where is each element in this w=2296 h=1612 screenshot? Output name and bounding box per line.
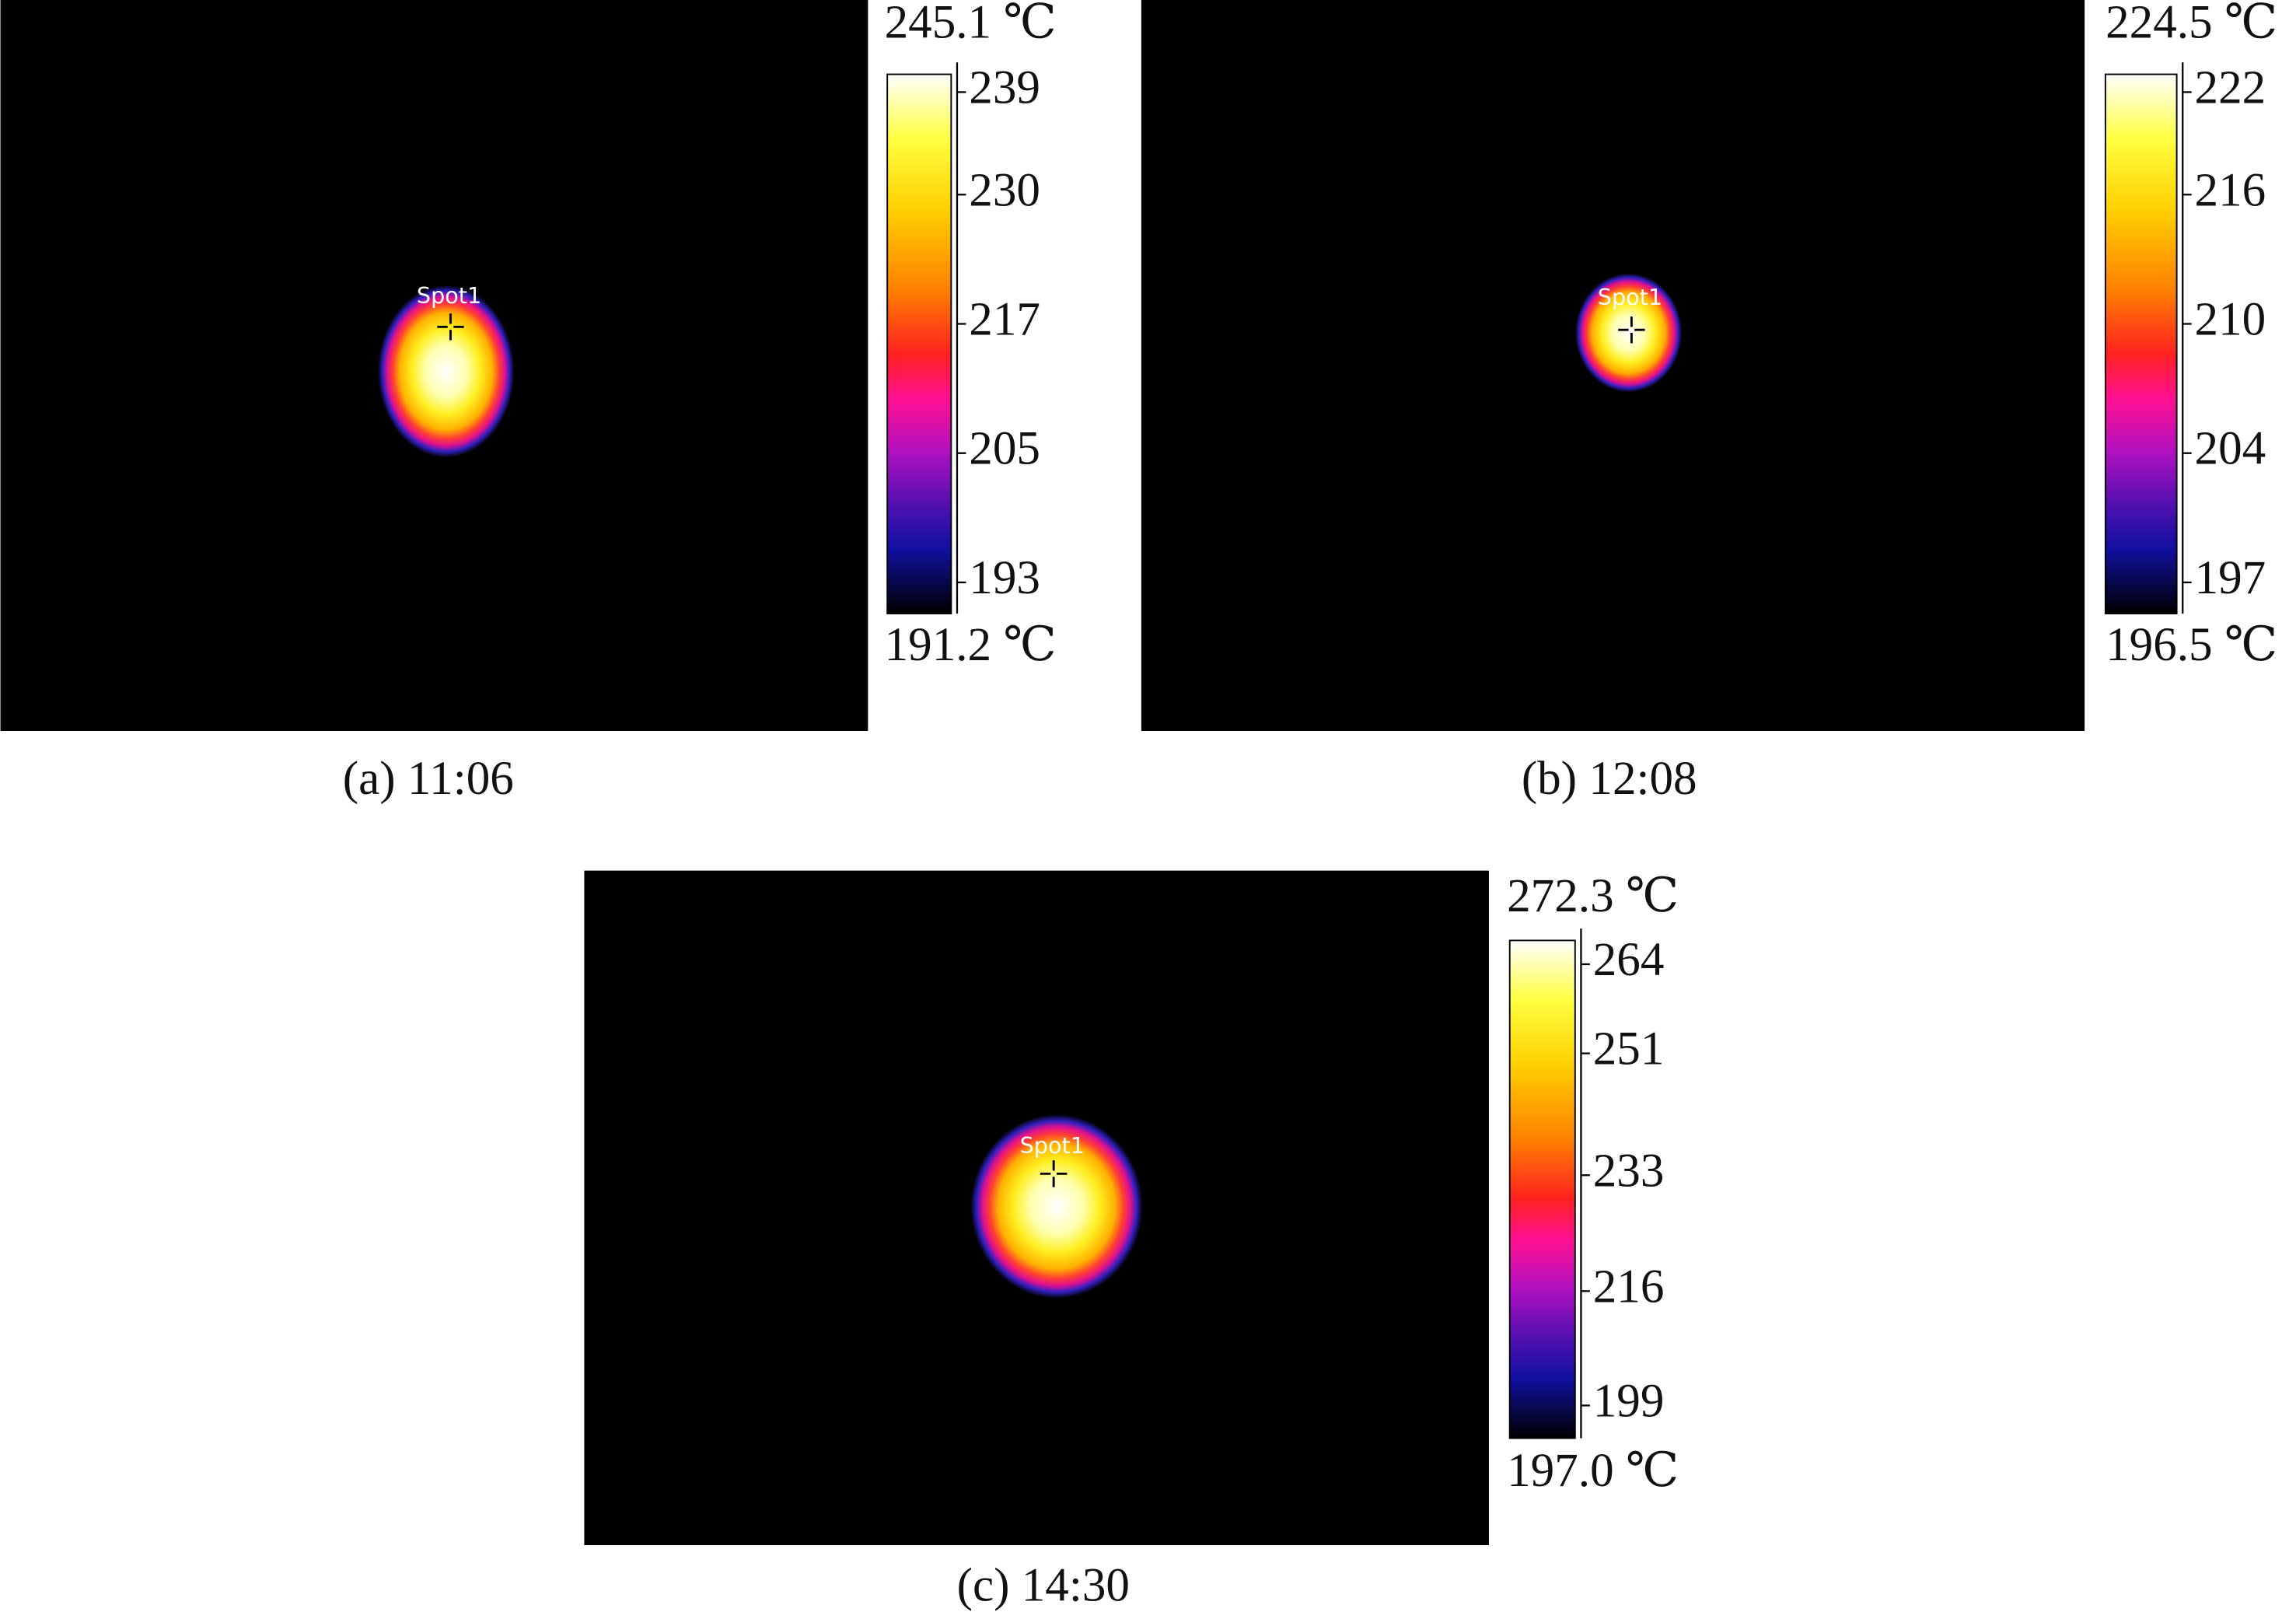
min-label: 191.2 ℃	[885, 619, 1057, 671]
caption: (a) 11:06	[343, 753, 514, 805]
tick-label: 239	[969, 61, 1040, 114]
tick-label: 204	[2195, 423, 2266, 475]
hot-spot	[970, 1114, 1143, 1299]
max-label: 224.5 ℃	[2106, 0, 2277, 48]
hot-spot	[1574, 273, 1683, 393]
color-bar	[886, 73, 952, 615]
color-bar	[2104, 73, 2178, 615]
caption: (c) 14:30	[957, 1559, 1130, 1611]
tick-label: 205	[969, 423, 1040, 475]
tick-label: 216	[1593, 1261, 1665, 1313]
min-label: 197.0 ℃	[1507, 1445, 1679, 1497]
tick-label: 193	[969, 552, 1040, 604]
tick-label: 251	[1593, 1023, 1665, 1075]
tick-label: 210	[2195, 294, 2266, 346]
min-label: 196.5 ℃	[2106, 619, 2277, 671]
max-label: 272.3 ℃	[1507, 870, 1679, 922]
crosshair	[1618, 316, 1645, 344]
tick-label: 230	[969, 164, 1040, 216]
tick-label: 233	[1593, 1145, 1665, 1197]
tick-label: 264	[1593, 934, 1665, 986]
tick-label: 222	[2195, 61, 2266, 114]
tick-label: 197	[2195, 552, 2266, 604]
crosshair	[1040, 1160, 1068, 1187]
max-label: 245.1 ℃	[885, 0, 1057, 48]
color-bar	[1508, 939, 1576, 1439]
spot-label: Spot1	[1598, 284, 1662, 310]
caption: (b) 12:08	[1522, 753, 1697, 805]
tick-label: 217	[969, 294, 1040, 346]
spot-label: Spot1	[1020, 1132, 1085, 1159]
hot-spot	[377, 285, 515, 458]
tick-label: 199	[1593, 1375, 1665, 1427]
tick-label: 216	[2195, 164, 2266, 216]
spot-label: Spot1	[417, 282, 481, 309]
crosshair	[437, 313, 464, 341]
